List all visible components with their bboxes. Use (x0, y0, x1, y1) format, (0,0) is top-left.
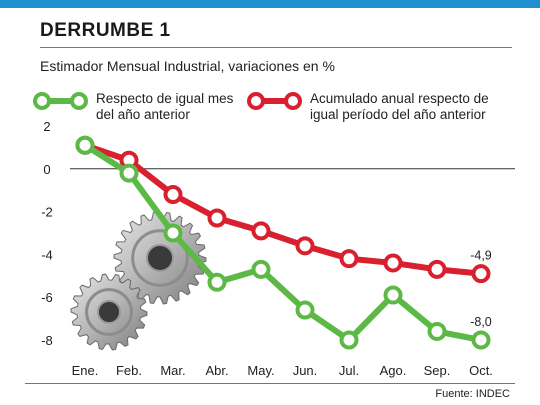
page-title: DERRUMBE 1 (40, 20, 171, 41)
legend-label-green: Respecto de igual mes del año anterior (96, 91, 234, 122)
series-accumulated-point (427, 259, 447, 279)
series-monthly-point (471, 330, 491, 350)
series-monthly-line (82, 142, 484, 343)
legend-swatch-red-marker (284, 92, 302, 110)
series-monthly-point (207, 272, 227, 292)
series-monthly-point (163, 223, 183, 243)
series-monthly-point (75, 135, 95, 155)
title-divider (40, 47, 512, 48)
gears-icon-small-ring (85, 288, 133, 336)
series-accumulated-point (207, 208, 227, 228)
series-monthly-point (251, 259, 271, 279)
bottom-divider (25, 383, 515, 384)
series-accumulated-point (383, 253, 403, 273)
x-tick-label: Ago. (380, 363, 407, 378)
y-tick-label: -6 (41, 290, 53, 305)
y-tick-label: 2 (43, 119, 50, 134)
series-accumulated-line (82, 142, 484, 277)
top-accent-bar (0, 0, 540, 8)
gears-icon-large-ring (131, 229, 189, 287)
series-accumulated-point (471, 264, 491, 284)
series-monthly-point (119, 163, 139, 183)
x-tick-label: Jul. (339, 363, 359, 378)
series-accumulated-point (339, 249, 359, 269)
series-accumulated-point (295, 236, 315, 256)
series-accumulated-point (251, 221, 271, 241)
x-tick-label: Jun. (293, 363, 318, 378)
x-tick-label: Ene. (72, 363, 99, 378)
series-monthly-point (427, 321, 447, 341)
data-label: -4,9 (470, 249, 492, 263)
series-monthly-point (383, 285, 403, 305)
y-tick-label: 0 (43, 162, 50, 177)
y-tick-label: -4 (41, 247, 53, 262)
x-tick-label: Oct. (469, 363, 493, 378)
y-tick-label: -8 (41, 333, 53, 348)
data-label: -8,0 (470, 315, 492, 329)
chart-subtitle: Estimador Mensual Industrial, variacione… (40, 58, 335, 74)
series-accumulated-point (163, 184, 183, 204)
source-note: Fuente: INDEC (435, 388, 510, 400)
gears-icon-large-hole (146, 244, 174, 272)
legend-swatch-green-marker (70, 92, 88, 110)
legend-swatch-green-marker (33, 92, 51, 110)
legend-swatch-red-marker (247, 92, 265, 110)
gears-icon-small-hole (97, 300, 121, 324)
x-tick-label: Feb. (116, 363, 142, 378)
series-monthly-point (295, 300, 315, 320)
x-tick-label: Sep. (424, 363, 451, 378)
x-tick-label: May. (247, 363, 274, 378)
legend-label-red: Acumulado anual respecto de igual períod… (310, 91, 489, 122)
x-tick-label: Abr. (205, 363, 228, 378)
y-tick-label: -2 (41, 205, 53, 220)
series-monthly-point (339, 330, 359, 350)
x-tick-label: Mar. (160, 363, 185, 378)
